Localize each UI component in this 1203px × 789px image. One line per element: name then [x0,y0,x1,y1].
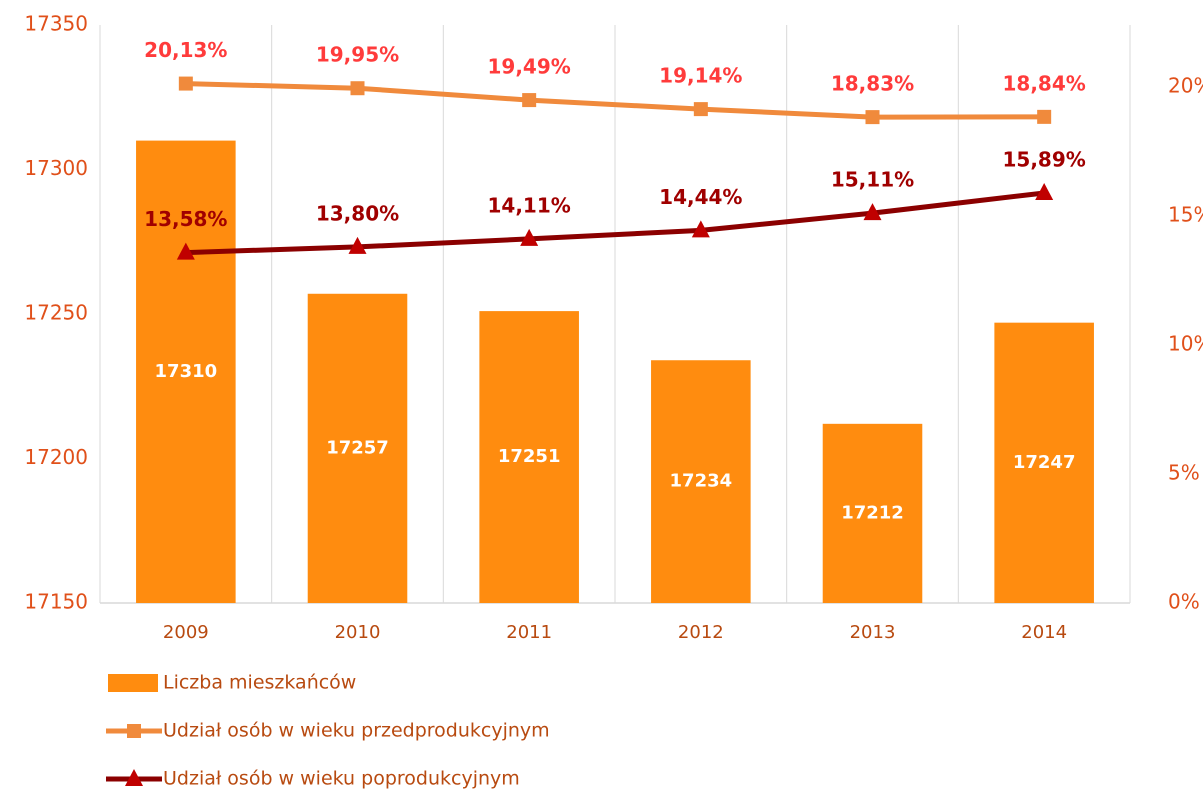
bar-value-label: 17257 [326,437,389,458]
line-value-label: 14,11% [488,193,571,217]
x-tick-label: 2012 [678,622,724,643]
y2-tick-label: 0% [1168,590,1200,614]
point-marker [350,81,365,96]
bar-value-label: 17310 [155,361,218,382]
bar [822,423,923,603]
point-marker [691,220,710,238]
point-marker [178,76,193,91]
point-marker [520,228,539,246]
x-tick-label: 2013 [850,622,896,643]
line-value-label: 19,14% [659,64,742,88]
bar-value-label: 17234 [670,471,733,492]
bar [479,311,579,603]
x-tick-label: 2011 [506,622,552,643]
line-value-label: 18,83% [831,72,914,96]
line-value-label: 15,11% [831,168,914,192]
y2-tick-label: 20% [1168,73,1203,97]
y-tick-label: 17350 [24,12,88,36]
line-value-label: 15,89% [1003,147,1086,171]
point-marker [522,93,537,108]
legend-label: Udział osób w wieku poprodukcyjnym [163,768,520,789]
legend-marker [125,769,143,786]
line-value-label: 18,84% [1003,71,1086,95]
point-marker [863,203,882,221]
x-tick-label: 2014 [1021,622,1067,643]
bar-value-label: 17247 [1013,452,1076,473]
y-tick-label: 17200 [24,445,88,469]
x-tick-label: 2009 [163,622,209,643]
y2-tick-label: 15% [1168,202,1203,226]
y2-tick-label: 5% [1168,460,1200,484]
point-marker [176,242,195,260]
line [185,190,1045,256]
y-tick-label: 17250 [24,301,88,325]
point-marker [865,110,880,125]
y2-tick-label: 10% [1168,331,1203,355]
line-value-label: 19,49% [488,55,571,79]
bar [994,322,1094,603]
point-marker [348,236,367,254]
line-value-label: 13,58% [144,207,227,231]
legend-label: Liczba mieszkańców [163,672,356,694]
legend-swatch [108,674,158,692]
y-tick-label: 17150 [24,590,88,614]
bar [307,293,408,603]
line-value-label: 14,44% [659,185,742,209]
x-tick-label: 2010 [335,622,381,643]
point-marker [693,102,708,117]
legend-label: Udział osób w wieku przedprodukcyjnym [163,720,550,742]
legend-marker [127,724,141,738]
bar [651,360,751,603]
bar-value-label: 17212 [841,502,904,523]
line-value-label: 20,13% [144,38,227,62]
line [185,81,1045,120]
line-value-label: 19,95% [316,43,399,67]
bar [136,140,236,603]
point-marker [1037,109,1052,124]
point-marker [1035,182,1054,200]
y-tick-label: 17300 [24,156,88,180]
line-value-label: 13,80% [316,201,399,225]
bar-value-label: 17251 [498,446,561,467]
